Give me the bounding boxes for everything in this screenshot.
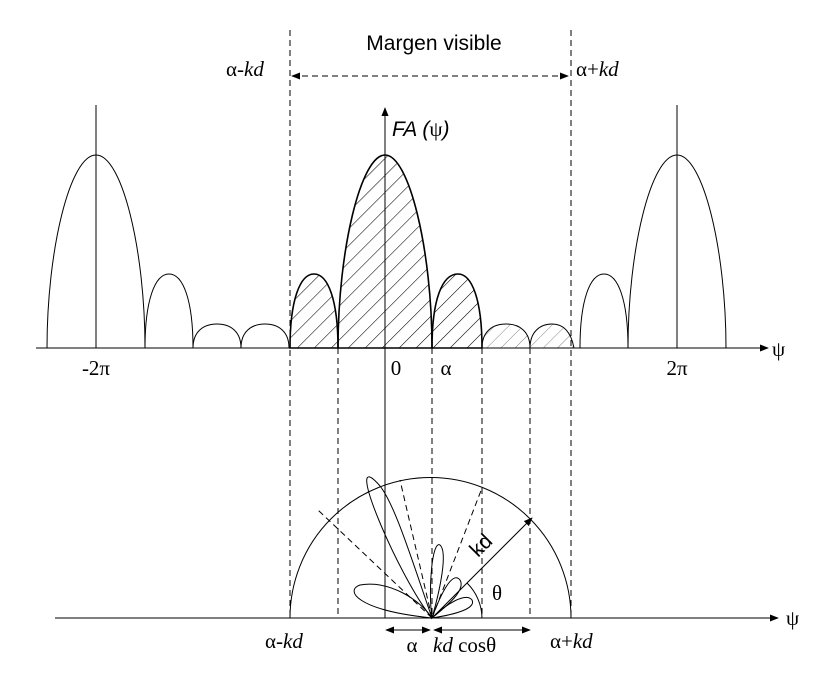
bottom-right-label: α+kd	[550, 629, 593, 653]
tick-minus-two-pi: -2π	[82, 356, 110, 380]
bottom-alpha-label: α	[406, 633, 417, 657]
polar-main-lobe	[366, 476, 433, 619]
polar-side-lobe-left	[353, 583, 434, 619]
lobe-main-right	[627, 154, 727, 349]
polar-side-lobe-right2	[430, 596, 473, 619]
tick-alpha: α	[440, 356, 451, 380]
lobe-visible-1	[289, 273, 339, 349]
radial-line-3	[431, 487, 483, 619]
margin-title: Margen visible	[366, 32, 501, 55]
theta-label: θ	[492, 581, 502, 605]
visible-right-label: α+kd	[576, 57, 619, 81]
lobe-side-l1	[144, 273, 194, 349]
bottom-psi-label: ψ	[786, 606, 799, 630]
lobe-side-l3	[240, 323, 290, 349]
lobe-visible-2	[431, 273, 483, 349]
fa-axis-label: FA (ψ)	[392, 117, 449, 141]
visible-left-label: α-kd	[226, 57, 264, 81]
kd-arrow	[431, 517, 533, 619]
radial-line-2	[399, 479, 433, 619]
visible-circle	[289, 477, 572, 619]
lobe-side-l2	[192, 323, 242, 349]
psi-axis-label: ψ	[772, 337, 785, 361]
polar-side-lobe-up	[429, 544, 444, 619]
lobe-visible-main	[337, 154, 433, 349]
polar-side-lobe-right1	[430, 577, 462, 620]
tick-two-pi: 2π	[666, 356, 688, 380]
lobe-visible-4	[529, 323, 575, 349]
lobe-main-left	[46, 154, 146, 349]
kdcos-label: kd cosθ	[433, 633, 496, 657]
lobe-side-r1	[579, 273, 629, 349]
radial-line-1	[317, 509, 433, 619]
kd-label: kd	[465, 530, 497, 562]
lobe-visible-3	[481, 323, 531, 349]
theta-arc	[466, 582, 483, 619]
tick-zero: 0	[391, 356, 402, 380]
bottom-left-label: α-kd	[265, 629, 303, 653]
